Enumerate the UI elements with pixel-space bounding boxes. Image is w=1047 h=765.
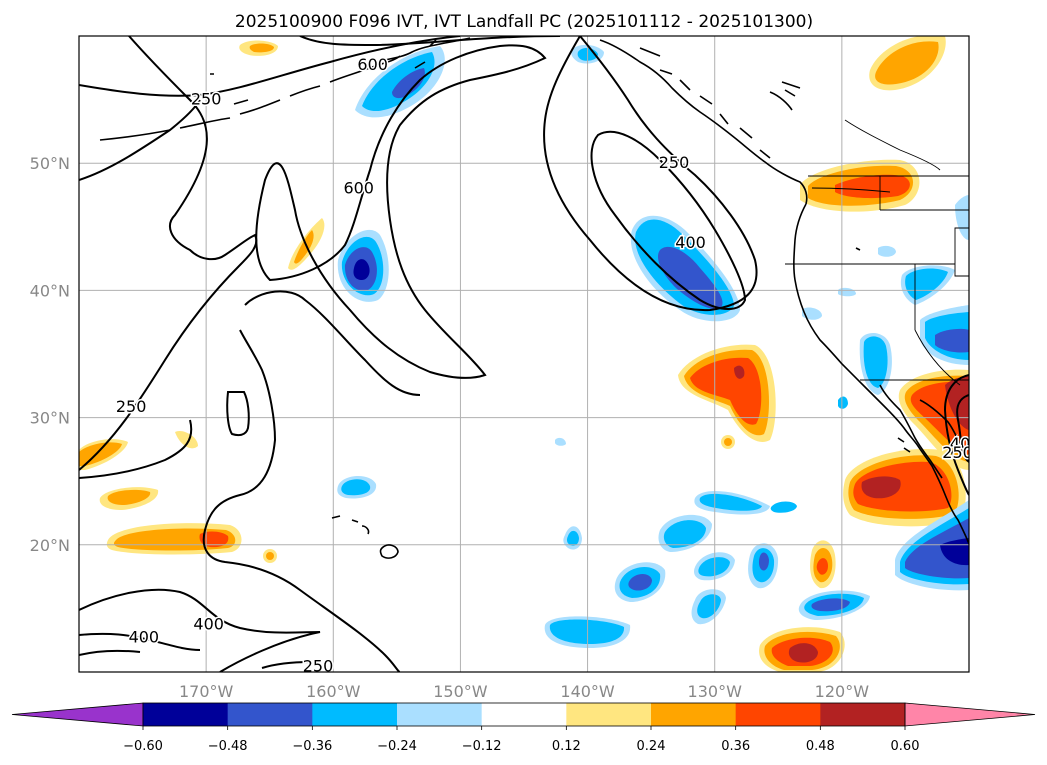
- contour-label: 250: [303, 657, 334, 676]
- latitude-labels: 20°N 30°N 40°N 50°N: [30, 154, 70, 555]
- colorbar-tick-label: −0.60: [123, 739, 163, 754]
- negative-anomaly-offshore-northwest: [630, 215, 740, 322]
- contour-250-north: [79, 36, 461, 97]
- lat-tick-label: 40°N: [30, 281, 70, 300]
- colorbar-segment: [566, 703, 652, 726]
- negative-anomaly-south-2: [694, 491, 770, 515]
- colorbar: −0.60 −0.48 −0.36 −0.24 −0.12 0.12 0.24 0.36 0.4…: [11, 702, 1036, 754]
- contour-250-west: [79, 99, 201, 181]
- negative-anomaly-hawaii: [337, 475, 377, 499]
- contour-label: 250: [191, 89, 222, 108]
- contour-400-ring: [244, 290, 421, 396]
- contour-400-south: [79, 588, 321, 672]
- contour-label: 600: [343, 178, 374, 197]
- colorbar-tick-label: 0.48: [806, 739, 835, 754]
- negative-anomaly-south-3: [614, 562, 666, 602]
- negative-anomaly-south-1: [658, 514, 712, 552]
- positive-anomaly-canada: [869, 36, 946, 91]
- colorbar-tick-label: 0.60: [891, 739, 920, 754]
- map-frame: [78, 35, 970, 673]
- colorbar-frame: [142, 702, 906, 727]
- colorbar-tick-label: −0.48: [208, 739, 248, 754]
- negative-anomaly-west-coast: [859, 195, 969, 395]
- contour-250-big: [79, 36, 258, 471]
- colorbar-segment: [651, 703, 737, 726]
- positive-anomaly-small-alaska: [239, 40, 278, 56]
- negative-anomaly-south-6: [748, 543, 779, 589]
- map-background: [79, 36, 969, 672]
- negative-anomaly-south-7: [798, 590, 870, 620]
- ivt-contours: [79, 36, 969, 672]
- positive-anomaly-dot: [721, 435, 735, 449]
- figure-title: 2025100900 F096 IVT, IVT Landfall PC (20…: [235, 12, 813, 32]
- colorbar-segment: [735, 703, 821, 726]
- contour-label: 250: [116, 397, 147, 416]
- colorbar-tick-label: −0.36: [292, 739, 332, 754]
- longitude-labels: 170°W 160°W 150°W 140°W 130°W 120°W: [179, 682, 869, 701]
- positive-anomaly-dot-2: [175, 430, 277, 563]
- contour-small-ring: [226, 391, 250, 437]
- colorbar-segment: [481, 703, 567, 726]
- contour-400-south-2: [79, 632, 201, 656]
- colorbar-tick-label: 0.12: [552, 739, 581, 754]
- contour-250-west-sub: [79, 419, 193, 479]
- colorbar-tick-label: 0.24: [637, 739, 666, 754]
- lon-tick-label: 130°W: [688, 682, 743, 701]
- colorbar-segment: [143, 703, 229, 726]
- contour-400-central: [255, 36, 561, 379]
- positive-anomaly-south-coast: [810, 540, 836, 589]
- contour-label: 400: [129, 627, 160, 646]
- contour-400-offshore: [590, 130, 747, 310]
- positive-anomaly-southwest: [898, 369, 969, 470]
- coastlines: [99, 37, 969, 559]
- contour-label: 400: [193, 615, 224, 634]
- contour-400-southeast: [956, 394, 969, 463]
- lon-tick-label: 170°W: [179, 682, 234, 701]
- colorbar-under-arrow: [11, 702, 144, 727]
- lon-tick-label: 150°W: [433, 682, 488, 701]
- lon-tick-label: 160°W: [306, 682, 361, 701]
- contour-label: 400: [950, 434, 981, 453]
- colorbar-tick-label: −0.24: [377, 739, 417, 754]
- colorbar-segment: [397, 703, 483, 726]
- lon-tick-label: 120°W: [815, 682, 870, 701]
- contour-250-inner: [202, 329, 401, 672]
- contour-250-southeast: [943, 374, 969, 496]
- negative-anomaly-central: [337, 229, 389, 302]
- contour-250-upper-right: [543, 36, 758, 312]
- colorbar-segment: [312, 703, 398, 726]
- contour-label: 600: [357, 55, 388, 74]
- lat-tick-label: 30°N: [30, 409, 70, 428]
- contour-label: 250: [942, 443, 973, 462]
- lat-tick-label: 50°N: [30, 154, 70, 173]
- positive-anomaly-south-bottom: [759, 627, 845, 672]
- lat-tick-label: 20°N: [30, 536, 70, 555]
- colorbar-tick-label: −0.12: [462, 739, 502, 754]
- colorbar-segment: [820, 703, 906, 726]
- colorbar-segment: [227, 703, 313, 726]
- colorbar-tick-label: 0.36: [721, 739, 750, 754]
- lon-tick-label: 140°W: [560, 682, 615, 701]
- contour-label: 250: [659, 153, 690, 172]
- colorbar-over-arrow: [904, 702, 1036, 727]
- contour-250-south: [261, 661, 311, 669]
- political-borders: [785, 119, 969, 386]
- positive-anomaly-west-24n: [99, 487, 159, 510]
- contour-label: 400: [675, 233, 706, 252]
